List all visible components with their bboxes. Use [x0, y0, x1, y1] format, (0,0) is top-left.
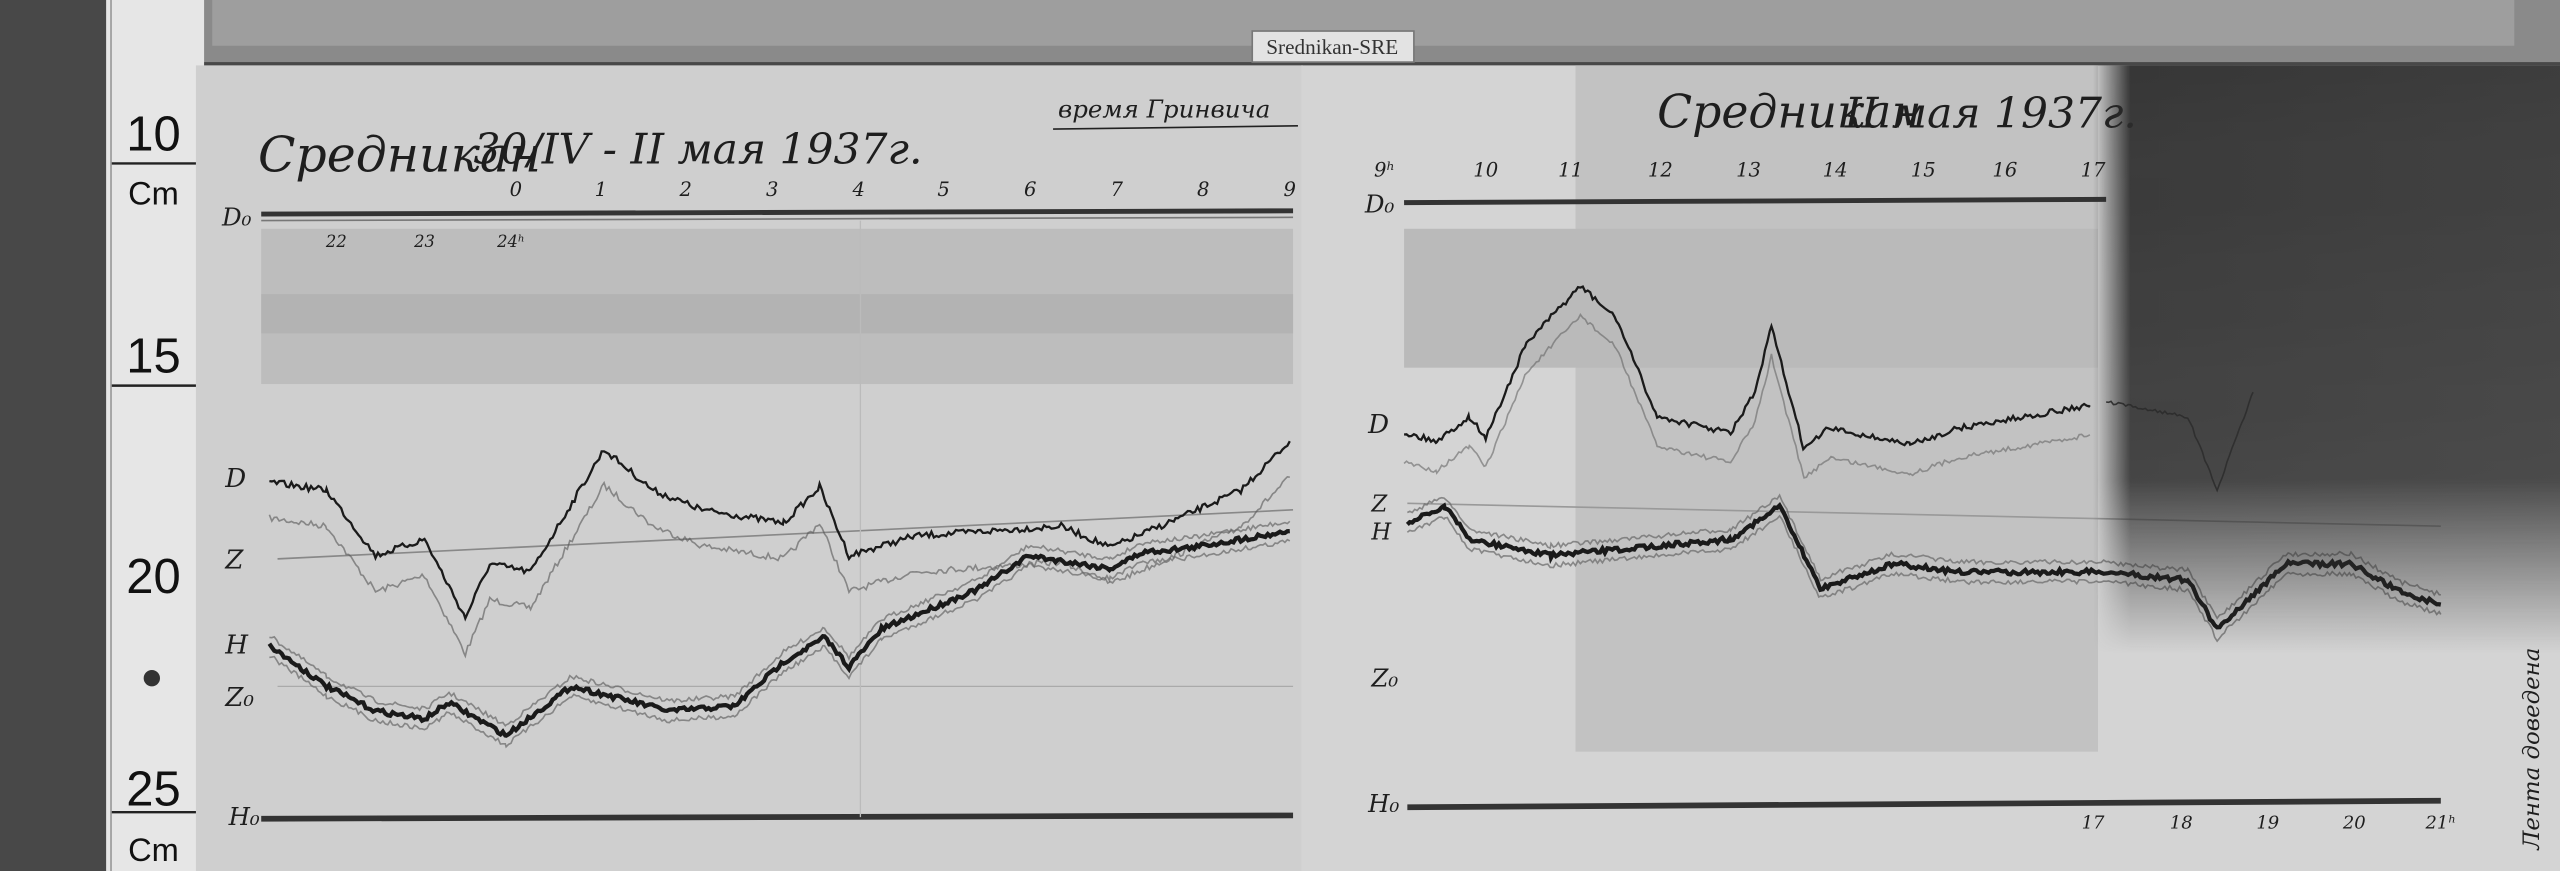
- left-date: 30/IV - II мая 1937г.: [473, 125, 922, 174]
- ruler-hole: [143, 670, 160, 687]
- hour-mark: 0: [510, 178, 522, 201]
- hour-mark: 14: [1823, 158, 1848, 181]
- station-label-text: Srednikan-SRE: [1266, 35, 1398, 59]
- right-station-title: Средникан: [1657, 85, 1921, 138]
- right-d-trace: [1404, 285, 2091, 452]
- left-time-note: время Гринвича: [1058, 95, 1270, 124]
- hour-mark: 13: [1736, 158, 1761, 181]
- ruler-label-20: 20: [126, 550, 180, 604]
- ruler-label-15: 15: [126, 330, 180, 384]
- hour-mark: 6: [1024, 178, 1036, 201]
- hour-mark: 22: [325, 232, 347, 251]
- ruler-label-cm-bottom: Cm: [128, 831, 179, 868]
- hour-mark: 4: [852, 178, 865, 201]
- hour-mark: 12: [1648, 158, 1673, 181]
- ruler: 10 Cm 15 20 25 Cm: [106, 0, 205, 871]
- right-label-z: Z: [1370, 491, 1388, 517]
- left-label-z0: Z₀: [224, 683, 254, 713]
- left-h0-baseline: [261, 812, 1294, 822]
- ruler-label-cm-top: Cm: [128, 174, 179, 211]
- hour-mark: 1: [595, 178, 607, 201]
- left-magnetogram-sheet: Средникан 30/IV - II мая 1937г. время Гр…: [195, 65, 1303, 871]
- left-z-baseline: [277, 509, 1294, 560]
- left-d-trace-faint: [268, 475, 1290, 659]
- hour-mark: 15: [1911, 158, 1936, 181]
- ruler-label-10: 10: [126, 107, 180, 161]
- left-h-trace-lower: [269, 538, 1291, 749]
- left-h-trace-upper: [269, 520, 1291, 727]
- right-label-d: D: [1367, 410, 1389, 440]
- right-label-h: H: [1370, 519, 1392, 545]
- left-label-h: H: [224, 631, 249, 661]
- right-date: II мая 1937г.: [1844, 89, 2137, 138]
- right-label-h0: H₀: [1367, 789, 1399, 818]
- hour-mark: 23: [413, 232, 435, 251]
- photo-shadow: [2093, 65, 2560, 871]
- hour-mark: 5: [937, 178, 949, 201]
- station-label: Srednikan-SRE: [1251, 30, 1415, 63]
- right-label-d0: D₀: [1364, 189, 1395, 218]
- hour-mark: 9ʰ: [1374, 158, 1395, 181]
- left-station-title: Средникан: [258, 127, 541, 184]
- hour-mark: 10: [1473, 158, 1498, 181]
- right-d0-baseline: [1404, 196, 2107, 206]
- left-label-d0: D₀: [221, 203, 252, 232]
- right-d-trace-faint: [1403, 313, 2091, 479]
- left-d0-baseline: [261, 208, 1294, 217]
- left-label-z: Z: [224, 546, 244, 576]
- hour-mark: 9: [1284, 178, 1296, 201]
- right-magnetogram-sheet: Средникан II мая 1937г. 9ʰ 10 11 12 13 14 15 16…: [1301, 65, 2560, 871]
- left-d-trace: [269, 440, 1291, 622]
- ruler-label-25: 25: [126, 763, 180, 817]
- right-margin-note: Лента доведена: [2519, 648, 2545, 851]
- hour-mark: 16: [1992, 158, 2017, 181]
- time-note-underline: [1053, 125, 1298, 130]
- left-label-h0: H₀: [228, 802, 260, 831]
- hour-mark: 7: [1111, 178, 1124, 201]
- hour-mark: 8: [1197, 178, 1209, 201]
- right-label-z0: Z₀: [1370, 663, 1398, 692]
- hour-mark: 11: [1558, 158, 1583, 181]
- hour-mark: 3: [766, 178, 778, 201]
- left-label-d: D: [224, 464, 246, 494]
- hour-mark: 2: [678, 178, 691, 201]
- left-h-trace: [267, 528, 1290, 738]
- hour-mark: 24ʰ: [496, 232, 525, 251]
